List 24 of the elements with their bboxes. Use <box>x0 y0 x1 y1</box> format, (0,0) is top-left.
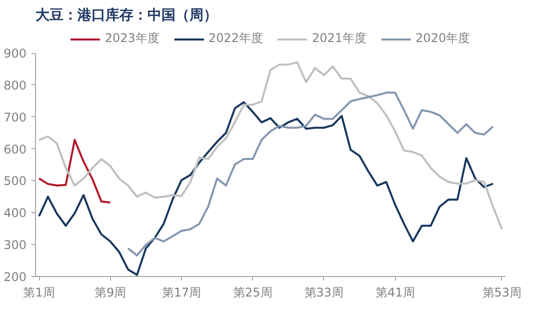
chart-title: 大豆：港口库存：中国（周） <box>36 6 218 24</box>
x-tick-label: 第33周 <box>304 286 344 300</box>
y-tick-label: 200 <box>4 270 26 284</box>
x-tick-label: 第9周 <box>94 286 126 300</box>
legend-label: 2020年度 <box>416 30 470 47</box>
line-series <box>38 61 503 230</box>
x-tick-label: 第53周 <box>482 286 522 300</box>
y-tick-label: 800 <box>4 78 26 92</box>
line-series <box>38 138 112 204</box>
x-tick-label: 第41周 <box>375 286 415 300</box>
line-series <box>38 101 494 276</box>
y-tick-label: 600 <box>4 142 26 156</box>
x-tick-label: 第17周 <box>162 286 202 300</box>
x-tick-label: 第25周 <box>233 286 272 300</box>
y-tick-label: 500 <box>4 174 26 188</box>
y-tick-label: 700 <box>4 110 26 124</box>
y-tick-label: 900 <box>4 46 26 61</box>
x-tick-label: 第1周 <box>23 286 55 300</box>
y-tick-label: 400 <box>4 206 26 220</box>
legend-label: 2022年度 <box>208 30 263 47</box>
y-tick-label: 300 <box>4 238 26 252</box>
legend-label: 2023年度 <box>104 30 160 47</box>
legend-label: 2021年度 <box>312 30 367 47</box>
line-series <box>127 92 494 256</box>
